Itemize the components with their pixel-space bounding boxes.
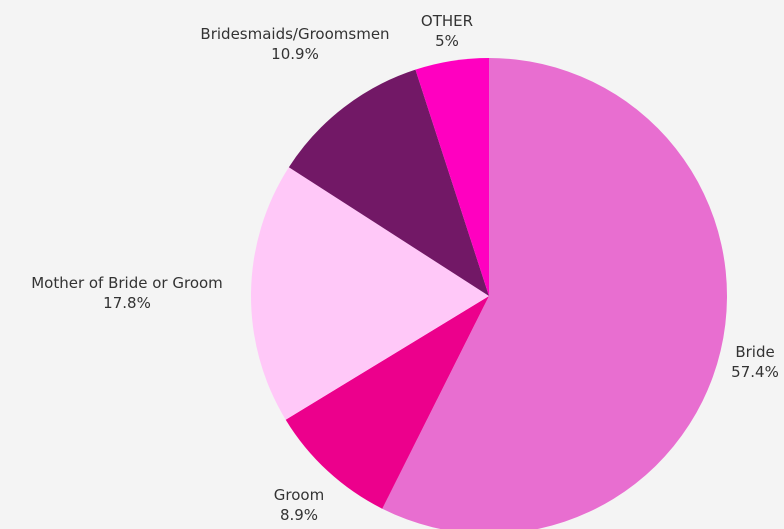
pie-slice-groom bbox=[285, 296, 489, 509]
slice-label-groom: Groom bbox=[274, 486, 324, 504]
slice-label-mother-of-bride-or-groom: Mother of Bride or Groom bbox=[31, 274, 223, 292]
slice-value-bride: 57.4% bbox=[731, 363, 779, 381]
slice-value-other: 5% bbox=[435, 32, 459, 50]
pie-slice-bride bbox=[382, 58, 727, 529]
pie-slice-bridesmaids-groomsmen bbox=[288, 69, 489, 297]
pie-slice-other bbox=[415, 58, 489, 296]
pie-labels: Bride 57.4% Groom 8.9% Mother of Bride or Gr… bbox=[31, 12, 779, 524]
slice-value-mother-of-bride-or-groom: 17.8% bbox=[103, 294, 151, 312]
slice-label-other: OTHER bbox=[421, 12, 473, 30]
slice-label-bride: Bride bbox=[735, 343, 774, 361]
pie-slices bbox=[250, 58, 727, 529]
pie-slice-mother-of-bride-or-groom bbox=[250, 167, 489, 420]
slice-value-bridesmaids-groomsmen: 10.9% bbox=[271, 45, 319, 63]
slice-value-groom: 8.9% bbox=[280, 506, 318, 524]
slice-label-bridesmaids-groomsmen: Bridesmaids/Groomsmen bbox=[200, 25, 389, 43]
